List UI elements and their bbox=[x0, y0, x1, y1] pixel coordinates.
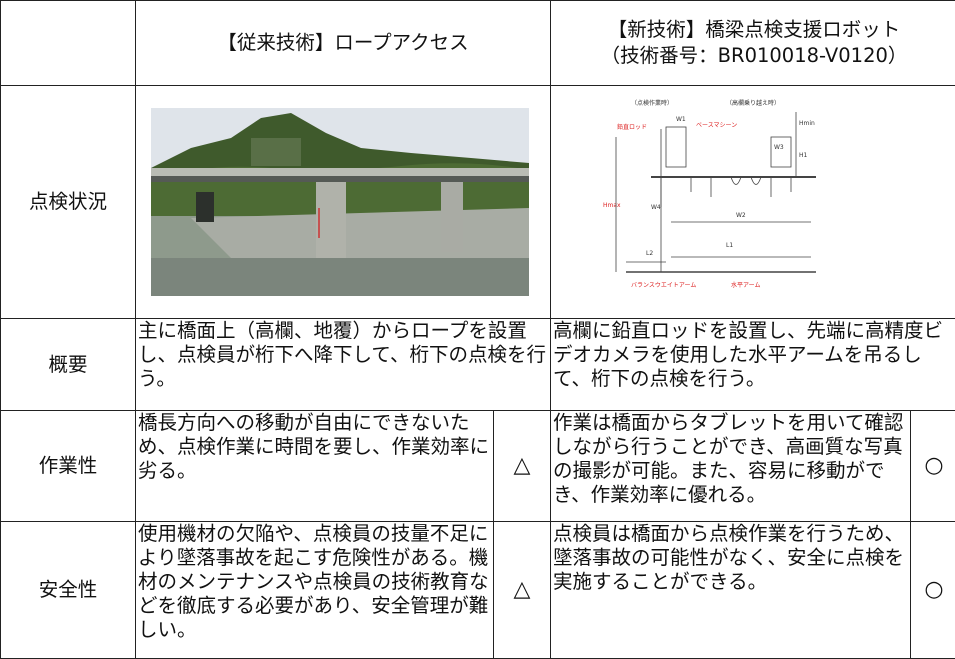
photo-cell bbox=[136, 86, 551, 319]
diagram-label: W3 bbox=[774, 144, 784, 151]
corner-cell bbox=[1, 1, 136, 86]
robot-diagram: （点検作業時） （高欄乗り越え時） 鉛直ロッド ベースマシーン W1 Hmin … bbox=[591, 97, 821, 307]
conventional-rating: △ bbox=[494, 522, 551, 659]
diagram-label: H1 bbox=[799, 152, 808, 159]
diagram-label: L2 bbox=[646, 250, 653, 257]
bridge-photo bbox=[151, 108, 529, 296]
row-safety: 安全性 使用機材の欠陥や、点検員の技量不足により墜落事故を起こす危険性がある。機… bbox=[1, 522, 955, 659]
row-label: 安全性 bbox=[1, 522, 136, 659]
row-situation: 点検状況 （点検作業時） （高欄乗り越え時） 鉛直ロッド ベースマシーン W1 … bbox=[1, 86, 955, 319]
new-rating: ○ bbox=[911, 411, 955, 522]
new-rating: ○ bbox=[911, 522, 955, 659]
header-new: 【新技術】橋梁点検支援ロボット（技術番号：BR010018-V0120） bbox=[551, 1, 955, 86]
diagram-label: （高欄乗り越え時） bbox=[726, 99, 780, 107]
new-text: 作業は橋面からタブレットを用いて確認しながら行うことができ、高画質な写真の撮影が… bbox=[551, 411, 911, 522]
diagram-label: W1 bbox=[676, 116, 686, 123]
conventional-text: 主に橋面上（高欄、地覆）からロープを設置し、点検員が桁下へ降下して、桁下の点検を… bbox=[136, 319, 551, 411]
new-text: 点検員は橋面から点検作業を行うため、墜落事故の可能性がなく、安全に点検を実施する… bbox=[551, 522, 911, 659]
header-new-line1: 【新技術】橋梁点検支援ロボット bbox=[553, 17, 955, 43]
diagram-label: （点検作業時） bbox=[631, 99, 673, 107]
diagram-label: Hmin bbox=[799, 120, 815, 127]
row-workability: 作業性 橋長方向への移動が自由にできないため、点検作業に時間を要し、作業効率に劣… bbox=[1, 411, 955, 522]
new-text: 高欄に鉛直ロッドを設置し、先端に高精度ビデオカメラを使用した水平アームを吊るして… bbox=[551, 319, 955, 411]
diagram-label: ベースマシーン bbox=[696, 122, 737, 129]
diagram-label: Hmax bbox=[603, 202, 621, 209]
conventional-rating: △ bbox=[494, 411, 551, 522]
row-label: 概要 bbox=[1, 319, 136, 411]
header-new-line2: （技術番号：BR010018-V0120） bbox=[553, 43, 955, 69]
row-overview: 概要 主に橋面上（高欄、地覆）からロープを設置し、点検員が桁下へ降下して、桁下の… bbox=[1, 319, 955, 411]
diagram-label: W2 bbox=[736, 212, 746, 219]
diagram-cell: （点検作業時） （高欄乗り越え時） 鉛直ロッド ベースマシーン W1 Hmin … bbox=[551, 86, 955, 319]
header-conventional: 【従来技術】ロープアクセス bbox=[136, 1, 551, 86]
row-label: 作業性 bbox=[1, 411, 136, 522]
conventional-text: 使用機材の欠陥や、点検員の技量不足により墜落事故を起こす危険性がある。機材のメン… bbox=[136, 522, 494, 659]
diagram-label: バランスウエイトアーム bbox=[631, 281, 696, 289]
diagram-label: L1 bbox=[726, 242, 733, 249]
diagram-label: W4 bbox=[651, 204, 661, 211]
row-label: 点検状況 bbox=[1, 86, 136, 319]
diagram-label: 水平アーム bbox=[731, 281, 760, 289]
header-row: 【従来技術】ロープアクセス 【新技術】橋梁点検支援ロボット（技術番号：BR010… bbox=[1, 1, 955, 86]
conventional-text: 橋長方向への移動が自由にできないため、点検作業に時間を要し、作業効率に劣る。 bbox=[136, 411, 494, 522]
diagram-label: 鉛直ロッド bbox=[617, 123, 647, 131]
